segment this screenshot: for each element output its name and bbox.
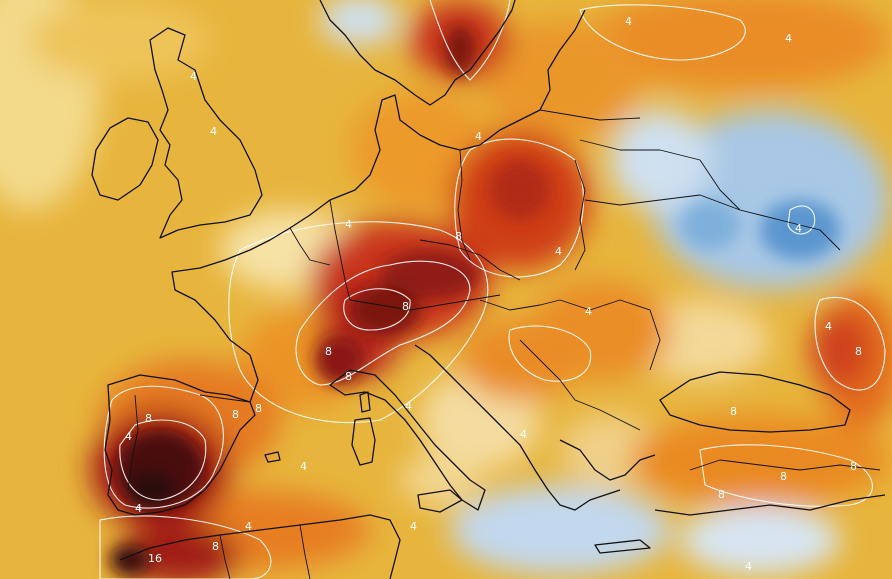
contour-turkey-4 bbox=[699, 444, 874, 507]
contour-label: 8 bbox=[345, 370, 352, 383]
contour-alps-inner bbox=[343, 288, 411, 331]
contour-labels: 4 4 4 4 4 4 4 4 4 4 4 4 4 4 4 4 8 8 8 8 … bbox=[125, 15, 862, 573]
border-turkey bbox=[689, 459, 881, 471]
border-africa bbox=[219, 534, 231, 579]
border-hungary bbox=[479, 299, 561, 311]
border-romania bbox=[559, 299, 661, 371]
contour-label: 4 bbox=[825, 320, 832, 333]
continent-west-coast bbox=[171, 94, 481, 403]
contour-label: 4 bbox=[585, 305, 592, 318]
contour-label: 8 bbox=[455, 230, 462, 243]
balkan-coast bbox=[414, 344, 621, 511]
contour-label: 8 bbox=[718, 488, 725, 501]
contour-label: 4 bbox=[520, 428, 527, 441]
border-belarus bbox=[579, 139, 701, 161]
contour-label: 4 bbox=[300, 460, 307, 473]
border-ukraine bbox=[584, 194, 841, 251]
border-balkans-2 bbox=[574, 399, 641, 431]
contour-poland-4 bbox=[454, 138, 584, 278]
contour-balkan-4 bbox=[508, 325, 592, 382]
contour-label: 4 bbox=[625, 15, 632, 28]
contour-label: 16 bbox=[148, 552, 162, 565]
border-russia-ukraine bbox=[699, 159, 741, 211]
contour-label: 8 bbox=[855, 345, 862, 358]
contour-africa-4 bbox=[99, 515, 272, 579]
border-poland-east bbox=[574, 159, 586, 271]
contour-label: 8 bbox=[145, 412, 152, 425]
contour-label: 4 bbox=[345, 218, 352, 231]
scandinavia-coast bbox=[319, 0, 516, 106]
contour-label: 4 bbox=[210, 125, 217, 138]
border-france-spain bbox=[199, 394, 251, 403]
ireland-coast bbox=[91, 117, 159, 201]
iberia-coast bbox=[104, 374, 256, 516]
contour-label: 4 bbox=[405, 400, 412, 413]
border-baltics bbox=[539, 109, 641, 121]
sardinia-coast bbox=[351, 417, 376, 466]
contour-label: 4 bbox=[135, 502, 142, 515]
contour-label: 4 bbox=[125, 430, 132, 443]
contour-label: 4 bbox=[410, 520, 417, 533]
border-africa-2 bbox=[299, 524, 311, 579]
contour-alps-8 bbox=[295, 260, 471, 386]
coastlines bbox=[91, 0, 886, 579]
contour-iberia-8 bbox=[103, 385, 224, 509]
contour-lines bbox=[99, 0, 886, 579]
border-balkans-1 bbox=[519, 339, 576, 401]
contour-label: 4 bbox=[475, 130, 482, 143]
aegean-coast bbox=[559, 439, 656, 481]
country-borders bbox=[127, 109, 881, 579]
contour-central-4 bbox=[228, 221, 489, 424]
contour-label: 8 bbox=[255, 402, 262, 415]
baltic-east-coast bbox=[479, 9, 586, 146]
contour-label: 8 bbox=[780, 470, 787, 483]
balearic-coast bbox=[264, 451, 281, 463]
corsica-coast bbox=[359, 391, 371, 413]
crete-coast bbox=[594, 539, 651, 554]
contour-label: 4 bbox=[245, 520, 252, 533]
contour-label: 8 bbox=[730, 405, 737, 418]
north-africa-coast bbox=[119, 514, 401, 579]
great-britain-coast bbox=[149, 27, 263, 239]
contour-label: 4 bbox=[190, 70, 197, 83]
border-czech-austria bbox=[419, 239, 521, 281]
turkey-south-coast bbox=[654, 494, 886, 516]
black-sea-coast bbox=[659, 371, 851, 433]
contour-label: 4 bbox=[555, 245, 562, 258]
contour-iberia-inner bbox=[119, 419, 207, 501]
contour-label: 4 bbox=[745, 560, 752, 573]
contour-label: 8 bbox=[402, 300, 409, 313]
italy-coast bbox=[329, 369, 486, 511]
border-alps bbox=[349, 294, 501, 311]
contour-label: 4 bbox=[795, 222, 802, 235]
contour-ukraine-4 bbox=[787, 205, 816, 235]
contour-label: 4 bbox=[785, 32, 792, 45]
contour-label: 8 bbox=[325, 345, 332, 358]
contour-ne-4 bbox=[579, 4, 746, 61]
contour-east-8 bbox=[814, 296, 886, 391]
contour-north-4 bbox=[429, 0, 511, 81]
border-benelux bbox=[289, 227, 331, 266]
border-spain-portugal bbox=[127, 394, 139, 491]
sicily-coast bbox=[417, 489, 463, 513]
border-germany-poland bbox=[457, 149, 471, 261]
contour-label: 8 bbox=[232, 408, 239, 421]
contour-label: 8 bbox=[850, 460, 857, 473]
contour-label: 8 bbox=[212, 540, 219, 553]
border-france-germany bbox=[329, 199, 351, 301]
